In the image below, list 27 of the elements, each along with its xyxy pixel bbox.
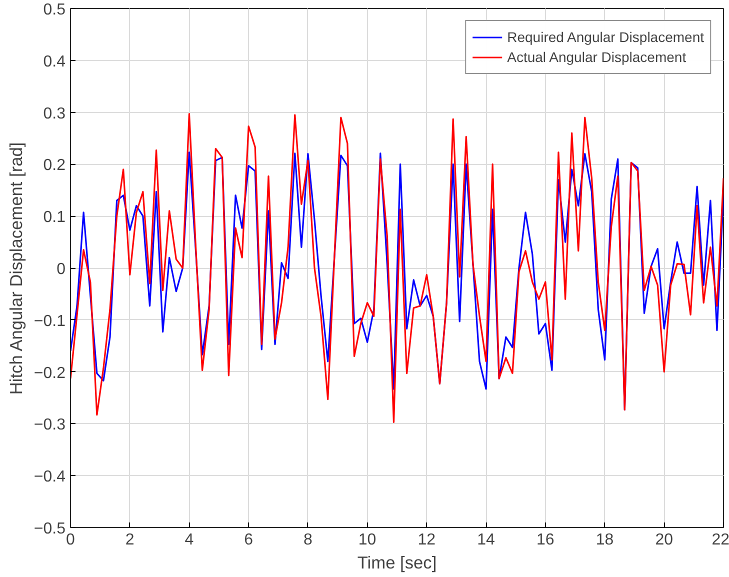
x-tick-label: 20 bbox=[655, 532, 674, 548]
y-tick-label: 0.2 bbox=[43, 157, 66, 174]
x-tick-label: 18 bbox=[596, 532, 614, 548]
legend-label: Required Angular Displacement bbox=[507, 29, 704, 45]
x-tick-label: 12 bbox=[418, 532, 436, 548]
y-tick-label: −0.4 bbox=[34, 468, 66, 486]
y-tick-label: 0.5 bbox=[43, 2, 66, 18]
x-tick-label: 4 bbox=[184, 532, 194, 548]
x-tick-label: 22 bbox=[712, 532, 729, 548]
x-tick-label: 10 bbox=[358, 532, 376, 548]
y-tick-label: −0.1 bbox=[34, 312, 66, 330]
y-tick-label: −0.5 bbox=[34, 520, 66, 538]
y-tick-label: 0.4 bbox=[43, 53, 66, 70]
y-tick-label: −0.3 bbox=[34, 416, 66, 434]
x-tick-label: 2 bbox=[125, 532, 134, 548]
x-tick-label: 14 bbox=[477, 532, 496, 548]
line-series bbox=[70, 113, 724, 423]
x-tick-label: 6 bbox=[244, 532, 254, 548]
x-axis-title: Time [sec] bbox=[357, 552, 437, 572]
x-tick-label: 16 bbox=[536, 532, 554, 548]
y-axis-title: Hitch Angular Displacement [rad] bbox=[6, 142, 26, 395]
y-tick-label: 0.1 bbox=[43, 209, 66, 226]
legend-label: Actual Angular Displacement bbox=[507, 49, 686, 65]
y-tick-label: −0.2 bbox=[34, 364, 66, 382]
y-tick-label: 0.3 bbox=[43, 105, 66, 122]
y-tick-label: 0 bbox=[56, 261, 66, 278]
x-tick-label: 8 bbox=[304, 532, 313, 548]
